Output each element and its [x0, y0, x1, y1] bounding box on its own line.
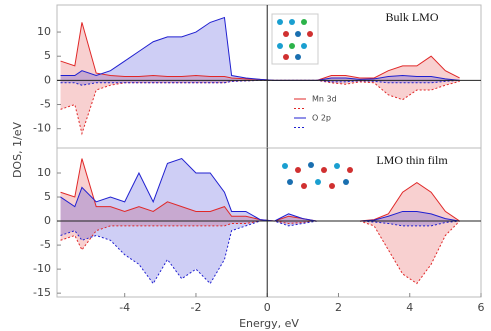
line	[60, 158, 460, 222]
y-tick-label: -5	[40, 98, 51, 111]
y-tick-label: -15	[33, 286, 51, 299]
y-tick-label: -10	[33, 122, 51, 135]
y-tick-label: 5	[44, 49, 51, 62]
structure-image-film	[282, 162, 353, 189]
legend-label: Mn 3d	[312, 95, 337, 104]
y-tick-label: 5	[44, 190, 51, 203]
area-fill	[60, 80, 460, 86]
annotation: LMO thin film	[376, 153, 448, 167]
area-fill	[60, 17, 460, 81]
area-fill	[60, 158, 460, 222]
y-tick-label: 0	[44, 214, 51, 227]
area-fill	[60, 221, 460, 284]
line	[60, 16, 460, 81]
line	[60, 158, 460, 222]
x-tick-label: -2	[190, 301, 201, 314]
x-tick-label: -4	[119, 301, 130, 314]
x-tick-label: 0	[264, 301, 271, 314]
area-fill	[60, 158, 460, 222]
x-tick-label: 6	[478, 301, 485, 314]
y-tick-label: 0	[44, 73, 51, 86]
annotation: Bulk LMO	[385, 10, 438, 24]
x-tick-label: 2	[335, 301, 342, 314]
line	[60, 220, 460, 285]
structure-image-bulk	[271, 13, 319, 65]
y-tick-label: 10	[37, 166, 51, 179]
line	[60, 220, 460, 285]
y-tick-label: 10	[37, 25, 51, 38]
area-fill	[60, 221, 460, 284]
y-tick-label: -5	[40, 238, 51, 251]
x-tick-label: 4	[406, 301, 413, 314]
area-fill	[60, 80, 460, 134]
x-axis-label: Energy, eV	[239, 317, 299, 330]
plot-frame	[56, 147, 482, 298]
legend-label: O 2p	[312, 114, 331, 123]
y-tick-label: -10	[33, 262, 51, 275]
y-axis-label: DOS, 1/eV	[11, 121, 24, 178]
